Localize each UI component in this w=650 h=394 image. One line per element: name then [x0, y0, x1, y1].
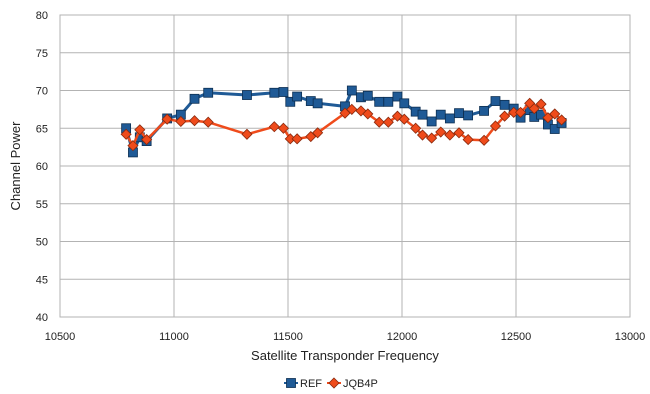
data-point-jqb4p	[291, 133, 303, 145]
legend-label: REF	[300, 378, 322, 390]
data-point-jqb4p	[127, 140, 139, 152]
data-point-jqb4p	[382, 116, 394, 128]
x-tick-label: 10500	[45, 331, 76, 343]
x-axis-title: Satellite Transponder Frequency	[251, 348, 439, 363]
legend-item-ref: REF	[284, 378, 322, 390]
series-jqb4p	[120, 97, 568, 152]
data-point-jqb4p	[373, 116, 385, 128]
data-point-jqb4p	[339, 107, 351, 119]
data-point-jqb4p	[416, 129, 429, 141]
y-tick-label: 70	[36, 86, 48, 98]
data-point-jqb4p	[542, 112, 554, 124]
data-point-jqb4p	[514, 106, 527, 118]
data-point-jqb4p	[398, 113, 410, 125]
x-tick-label: 12000	[387, 331, 418, 343]
data-point-ref	[435, 109, 446, 120]
data-point-jqb4p	[312, 127, 324, 139]
legend-marker	[328, 377, 340, 389]
data-point-jqb4p	[535, 98, 547, 110]
data-point-ref	[203, 87, 214, 98]
data-point-ref	[362, 90, 373, 101]
data-point-ref	[444, 113, 455, 124]
data-point-jqb4p	[410, 122, 422, 134]
data-point-ref	[269, 87, 280, 98]
data-point-jqb4p	[241, 128, 253, 140]
data-point-jqb4p	[435, 126, 447, 138]
data-point-ref	[292, 91, 303, 102]
data-point-jqb4p	[141, 134, 153, 146]
data-point-ref	[242, 90, 252, 100]
data-point-jqb4p	[499, 110, 511, 122]
data-point-ref	[426, 116, 437, 127]
data-point-ref	[374, 96, 385, 107]
data-point-jqb4p	[161, 113, 173, 125]
data-point-ref	[549, 124, 560, 134]
data-point-jqb4p	[426, 132, 438, 144]
data-point-jqb4p	[120, 128, 132, 140]
data-point-ref	[499, 99, 510, 110]
data-point-jqb4p	[489, 120, 502, 132]
data-point-jqb4p	[277, 122, 290, 134]
x-axis-ticks: 10500 11000 11500 12000 12500 13000	[45, 331, 646, 343]
data-point-jqb4p	[556, 114, 568, 126]
data-point-ref	[383, 96, 394, 107]
data-point-ref	[490, 96, 501, 106]
data-point-ref	[417, 109, 428, 120]
series-group	[120, 85, 568, 158]
data-point-jqb4p	[202, 116, 214, 128]
y-tick-label: 45	[36, 274, 48, 286]
data-point-ref	[454, 108, 464, 119]
x-tick-label: 13000	[615, 331, 646, 343]
data-point-jqb4p	[346, 103, 358, 115]
x-tick-label: 11000	[159, 331, 189, 343]
y-tick-label: 80	[36, 10, 48, 22]
data-point-ref	[285, 96, 296, 107]
plot-area-frame	[59, 14, 631, 318]
y-tick-label: 40	[36, 312, 48, 324]
data-point-jqb4p	[134, 124, 146, 136]
data-point-ref	[463, 110, 474, 121]
data-point-jqb4p	[268, 121, 280, 133]
y-tick-label: 55	[36, 199, 48, 211]
data-point-ref	[399, 98, 410, 109]
data-point-ref	[312, 98, 323, 109]
data-point-jqb4p	[462, 134, 474, 146]
data-point-jqb4p	[175, 115, 187, 128]
data-point-ref	[392, 91, 403, 102]
data-point-ref	[346, 85, 357, 96]
data-point-ref	[479, 105, 489, 116]
legend-label: JQB4P	[343, 378, 378, 390]
y-tick-label: 65	[36, 123, 48, 135]
y-tick-label: 50	[36, 237, 48, 249]
y-tick-label: 75	[36, 48, 48, 60]
grid	[59, 14, 631, 318]
legend-marker	[286, 378, 296, 388]
data-point-jqb4p	[453, 127, 465, 139]
data-point-jqb4p	[362, 108, 374, 120]
data-point-ref	[278, 87, 289, 97]
y-axis-ticks: 40 45 50 55 60 65 70 75 80	[36, 10, 48, 324]
data-point-jqb4p	[188, 115, 201, 127]
data-point-jqb4p	[305, 130, 317, 143]
legend-item-jqb4p: JQB4P	[327, 377, 378, 390]
legend: REF JQB4P	[284, 377, 378, 390]
y-axis-title: Channel Power	[8, 121, 23, 211]
data-point-jqb4p	[478, 134, 490, 146]
data-point-ref	[189, 93, 200, 104]
data-point-jqb4p	[528, 103, 540, 115]
x-tick-label: 11500	[273, 331, 303, 343]
data-point-jqb4p	[549, 108, 561, 120]
data-point-jqb4p	[444, 129, 456, 141]
x-tick-label: 12500	[501, 331, 532, 343]
y-tick-label: 60	[36, 161, 48, 173]
